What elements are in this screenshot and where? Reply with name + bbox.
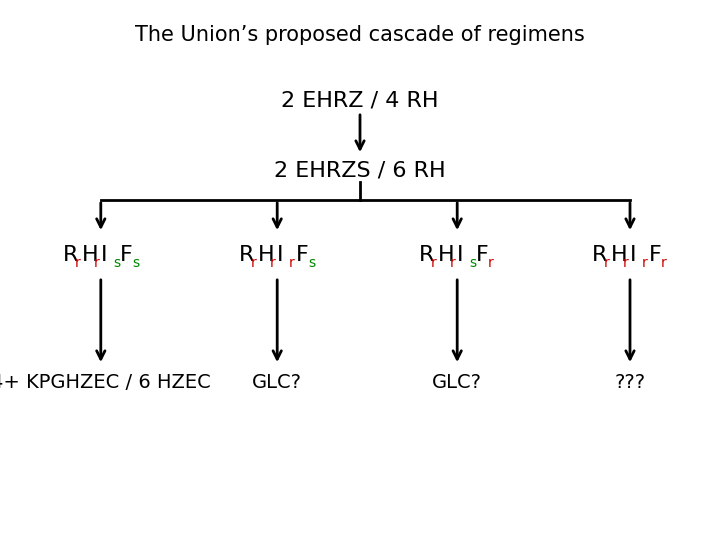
Text: F: F	[476, 245, 489, 265]
Text: R: R	[592, 245, 608, 265]
Text: r: r	[251, 256, 257, 270]
Text: r: r	[431, 256, 437, 270]
Text: The Union’s proposed cascade of regimens: The Union’s proposed cascade of regimens	[135, 25, 585, 45]
Text: 4+ KPGHZEC / 6 HZEC: 4+ KPGHZEC / 6 HZEC	[0, 373, 211, 392]
Text: r: r	[604, 256, 610, 270]
Text: 2 EHRZ / 4 RH: 2 EHRZ / 4 RH	[282, 90, 438, 110]
Text: s: s	[113, 256, 120, 270]
Text: r: r	[661, 256, 667, 270]
Text: I: I	[101, 245, 107, 265]
Text: GLC?: GLC?	[432, 373, 482, 392]
Text: 2 EHRZS / 6 RH: 2 EHRZS / 6 RH	[274, 160, 446, 180]
Text: r: r	[623, 256, 629, 270]
Text: r: r	[289, 256, 295, 270]
Text: I: I	[277, 245, 284, 265]
Text: r: r	[450, 256, 456, 270]
Text: r: r	[488, 256, 494, 270]
Text: r: r	[642, 256, 648, 270]
Text: s: s	[308, 256, 315, 270]
Text: r: r	[75, 256, 81, 270]
Text: F: F	[649, 245, 662, 265]
Text: R: R	[63, 245, 78, 265]
Text: F: F	[296, 245, 309, 265]
Text: I: I	[630, 245, 636, 265]
Text: R: R	[239, 245, 255, 265]
Text: H: H	[438, 245, 455, 265]
Text: ???: ???	[614, 373, 646, 392]
Text: H: H	[258, 245, 275, 265]
Text: H: H	[82, 245, 99, 265]
Text: s: s	[469, 256, 477, 270]
Text: R: R	[419, 245, 435, 265]
Text: F: F	[120, 245, 132, 265]
Text: H: H	[611, 245, 628, 265]
Text: GLC?: GLC?	[252, 373, 302, 392]
Text: s: s	[132, 256, 139, 270]
Text: r: r	[270, 256, 276, 270]
Text: I: I	[457, 245, 464, 265]
Text: r: r	[94, 256, 99, 270]
